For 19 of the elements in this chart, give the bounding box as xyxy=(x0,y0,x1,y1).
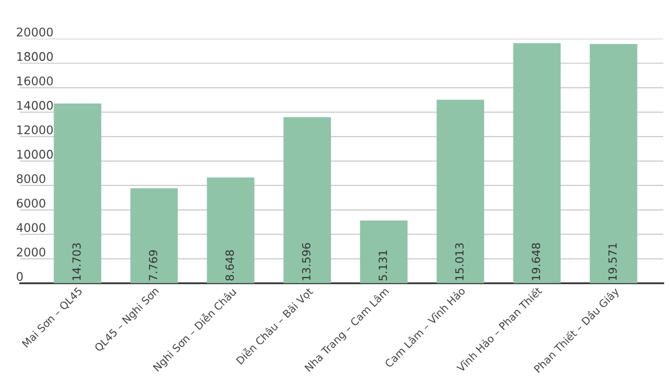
data-label: 14.703 xyxy=(72,243,81,280)
data-label: 19.648 xyxy=(532,243,540,280)
y-tick-label: 12000 xyxy=(17,125,53,134)
y-tick-label: 16000 xyxy=(17,76,53,86)
y-tick-label: 10000 xyxy=(17,150,53,159)
y-tick-label: 0 xyxy=(16,272,23,281)
y-tick-label: 20000 xyxy=(16,28,53,37)
data-label: 5.131 xyxy=(378,250,388,280)
data-label: 7.769 xyxy=(148,250,158,280)
y-tick-label: 4000 xyxy=(16,223,46,232)
y-tick-label: 18000 xyxy=(17,52,53,61)
data-label: 15.013 xyxy=(455,243,464,280)
data-label: 13.596 xyxy=(302,243,310,280)
data-label: 8.648 xyxy=(225,250,234,281)
y-tick-label: 6000 xyxy=(16,198,46,208)
data-label: 19.571 xyxy=(608,243,617,280)
y-tick-label: 8000 xyxy=(16,174,46,184)
y-tick-label: 14000 xyxy=(17,100,53,110)
y-tick-label: 2000 xyxy=(16,248,46,257)
